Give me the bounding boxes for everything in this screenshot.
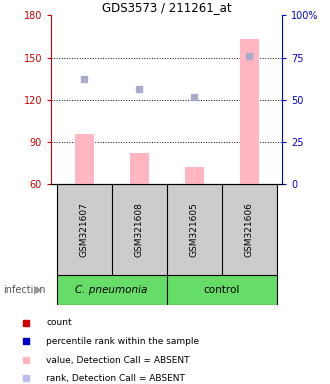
Text: GSM321607: GSM321607 bbox=[80, 202, 89, 257]
Text: GSM321605: GSM321605 bbox=[190, 202, 199, 257]
Text: ▶: ▶ bbox=[34, 285, 42, 295]
Text: C. pneumonia: C. pneumonia bbox=[76, 285, 148, 295]
Title: GDS3573 / 211261_at: GDS3573 / 211261_at bbox=[102, 1, 231, 14]
Text: infection: infection bbox=[3, 285, 46, 295]
Bar bbox=[184, 167, 204, 184]
Text: control: control bbox=[204, 285, 240, 295]
Text: count: count bbox=[46, 318, 72, 327]
Bar bbox=[129, 153, 149, 184]
Bar bbox=[75, 134, 94, 184]
Text: GSM321606: GSM321606 bbox=[245, 202, 254, 257]
Text: percentile rank within the sample: percentile rank within the sample bbox=[46, 337, 199, 346]
Bar bbox=[240, 39, 259, 184]
Text: rank, Detection Call = ABSENT: rank, Detection Call = ABSENT bbox=[46, 374, 185, 383]
Text: GSM321608: GSM321608 bbox=[135, 202, 144, 257]
Text: value, Detection Call = ABSENT: value, Detection Call = ABSENT bbox=[46, 356, 190, 365]
